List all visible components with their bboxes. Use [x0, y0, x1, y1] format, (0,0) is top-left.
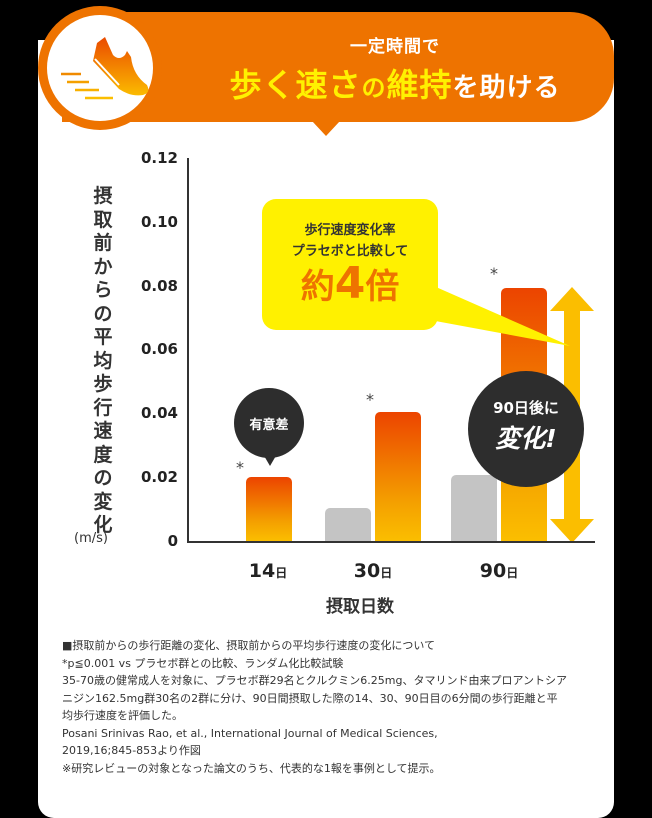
x-tick-unit: 日 [380, 566, 393, 580]
y-axis-title: 摂取前からの平均歩行速度の変化 [93, 185, 113, 536]
callout-suffix: 倍 [365, 267, 400, 307]
y-tick: 0.04 [140, 404, 178, 422]
callout-line2: プラセボと比較して [291, 244, 409, 259]
footnote-line: *p≦0.001 vs プラセボ群との比較、ランダム化比較試験 [62, 656, 344, 670]
header-subtitle: 一定時間で [350, 37, 440, 57]
x-axis-line [187, 541, 595, 543]
callout-ratio: 約4倍 [262, 262, 438, 309]
x-tick-num: 30 [353, 560, 381, 582]
footnotes: ■摂取前からの歩行距離の変化、摂取前からの平均歩行速度の変化について *p≦0.… [62, 637, 602, 777]
significance-pointer [263, 454, 277, 466]
change-bubble: 90日後に 変化! [468, 371, 584, 487]
x-tick-unit: 日 [506, 566, 519, 580]
y-tick: 0.12 [140, 149, 178, 167]
header-pointer [312, 121, 340, 136]
callout-number: 4 [334, 258, 366, 309]
significance-bubble: 有意差 [234, 388, 304, 458]
significance-star: * [366, 390, 374, 409]
y-tick: 0.10 [140, 213, 178, 231]
footnote-line: Posani Srinivas Rao, et al., Internation… [62, 726, 438, 740]
footnote-line: 均歩行速度を評価した。 [62, 709, 183, 722]
significance-star: * [490, 264, 498, 283]
footnote-line: ※研究レビューの対象となった論文のうち、代表的な1報を事例として提示。 [62, 761, 441, 775]
callout-prefix: 約 [300, 267, 335, 307]
x-axis-title: 摂取日数 [326, 597, 394, 617]
footnote-line: 2019,16;845-853より作図 [62, 744, 201, 757]
title-part-no: の [361, 74, 387, 102]
title-part-walking-speed: 歩く速さ [229, 66, 362, 104]
title-part-maintain: 維持 [386, 66, 453, 104]
title-part-help: を助ける [452, 73, 561, 103]
bar-curcumin-14 [246, 477, 292, 541]
x-tick-90: 90日 [459, 560, 539, 582]
y-tick: 0.08 [140, 277, 178, 295]
change-line1: 90日後に [493, 399, 559, 417]
callout-box [262, 199, 438, 330]
footnote-line: ■摂取前からの歩行距離の変化、摂取前からの平均歩行速度の変化について [62, 639, 436, 652]
bar-placebo-30 [325, 508, 371, 541]
y-tick: 0 [167, 532, 178, 550]
running-shoe-icon [47, 15, 153, 121]
x-tick-num: 90 [479, 560, 507, 582]
change-line2: 変化! [495, 424, 557, 453]
callout-line1: 歩行速度変化率 [304, 223, 396, 238]
y-tick: 0.02 [140, 468, 178, 486]
y-tick: 0.06 [140, 340, 178, 358]
x-tick-14: 14日 [228, 560, 308, 582]
x-tick-30: 30日 [333, 560, 413, 582]
footnote-line: ニジン162.5mg群30名の2群に分け、90日間摂取した際の14、30、90日… [62, 691, 558, 705]
bar-curcumin-30 [375, 412, 421, 541]
bar-placebo-90 [451, 475, 497, 541]
y-axis-unit: (m/s) [74, 531, 108, 546]
header-title: 歩く速さの維持を助ける [175, 60, 615, 106]
significance-star: * [236, 458, 244, 477]
footnote-line: 35-70歳の健常成人を対象に、プラセボ群29名とクルクミン6.25mg、タマリ… [62, 674, 568, 687]
x-tick-unit: 日 [275, 566, 288, 580]
x-tick-num: 14 [248, 560, 276, 582]
y-axis-line [187, 158, 189, 542]
significance-label: 有意差 [249, 417, 289, 433]
